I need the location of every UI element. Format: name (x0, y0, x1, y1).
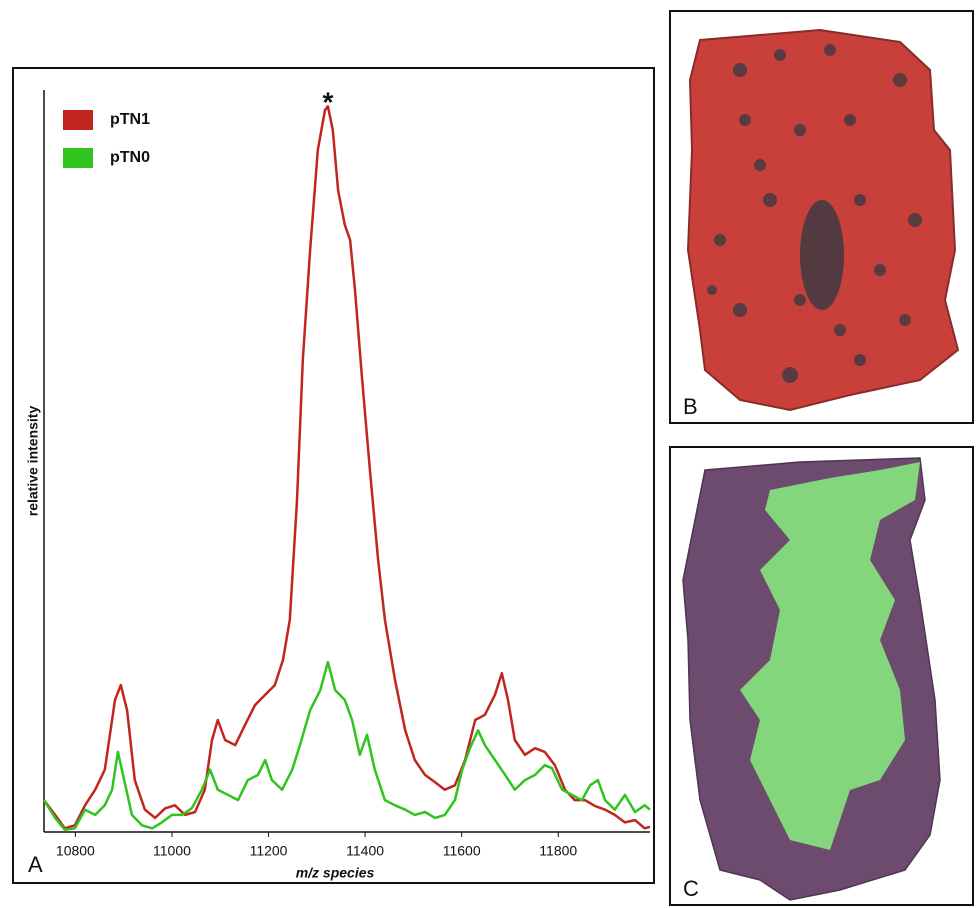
green-region (740, 462, 920, 850)
y-axis-label: relative intensity (25, 406, 41, 517)
panel-b: B (669, 10, 974, 424)
x-tick-label: 11000 (153, 843, 191, 859)
panel-label: C (683, 876, 699, 901)
dark-region (800, 200, 844, 310)
panel-label: A (28, 852, 43, 877)
x-tick-label: 11200 (250, 843, 288, 859)
panel-label: B (683, 394, 698, 419)
dark-spots (707, 44, 922, 383)
legend-label: pTN1 (110, 111, 150, 128)
x-tick-label: 10800 (56, 843, 95, 859)
x-tick-label: 11400 (346, 843, 384, 859)
series-line (42, 660, 651, 832)
legend-swatch (63, 110, 93, 130)
panel-c: C (669, 446, 974, 906)
x-axis-label: m/z species (296, 865, 375, 881)
x-tick-label: 11800 (539, 843, 577, 859)
panel-a-frame (12, 67, 655, 884)
x-tick-label: 11600 (443, 843, 481, 859)
legend-swatch (63, 148, 93, 168)
series-line (43, 105, 651, 830)
annotation: * (322, 87, 333, 118)
legend-label: pTN0 (110, 149, 150, 166)
